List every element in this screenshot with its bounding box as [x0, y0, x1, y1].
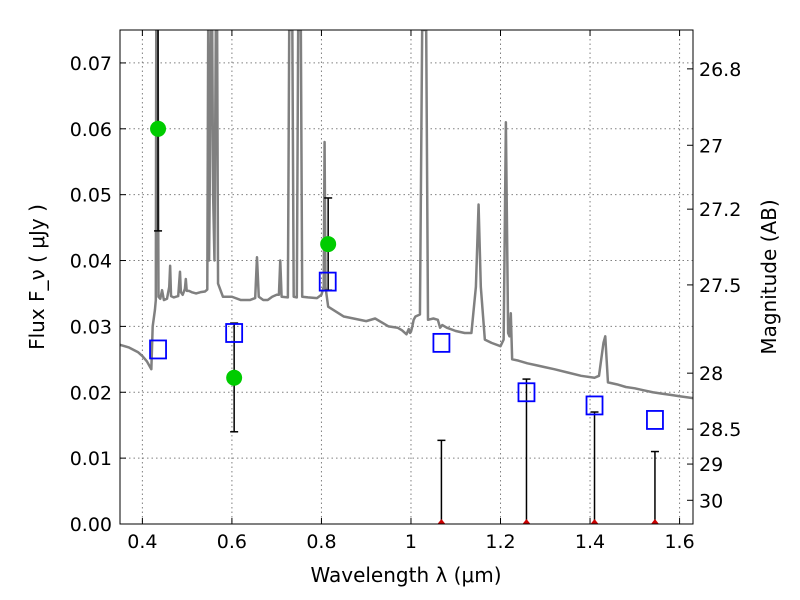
plot-area: [120, 30, 693, 400]
y-right-axis-label: Magnitude (AB): [757, 199, 781, 354]
model-flux-square: [318, 271, 337, 292]
plot-frame: [119, 29, 694, 525]
y-axis-label: Flux F_ν ( μJy ): [25, 204, 49, 350]
right-tick-label: 27.2: [699, 199, 741, 221]
observed-flux-point: [226, 369, 243, 386]
model-flux-square: [149, 339, 167, 360]
model-flux-square: [225, 323, 244, 343]
y-tick-label: 0.02: [70, 382, 112, 404]
model-flux-square: [517, 382, 536, 403]
observed-flux-point: [150, 120, 167, 137]
y-tick-label: 0.04: [70, 251, 112, 273]
x-tick-label: 1: [405, 531, 417, 553]
right-tick-label: 28.5: [699, 419, 741, 441]
observed-flux-point: [320, 236, 337, 253]
x-tick-label: 0.8: [306, 531, 336, 553]
right-tick-label: 28: [699, 363, 723, 385]
upper-limit-marker: [522, 519, 531, 524]
model-flux-square: [646, 410, 664, 430]
right-tick-label: 29: [699, 454, 723, 476]
right-tick-label: 27: [699, 135, 723, 157]
x-tick-label: 0.6: [217, 531, 247, 553]
right-tick-label: 30: [699, 490, 723, 512]
y-tick-label: 0.05: [70, 185, 112, 207]
y-tick-label: 0.03: [70, 316, 112, 338]
upper-limit-marker: [590, 519, 599, 524]
y-tick-label: 0.01: [70, 448, 112, 470]
right-tick-label: 27.5: [699, 275, 741, 297]
model-spectrum-line: [120, 30, 693, 400]
x-axis-label: Wavelength λ (μm): [310, 563, 501, 587]
y-tick-label: 0.07: [70, 53, 112, 75]
model-flux-square: [585, 395, 604, 416]
x-tick-label: 0.4: [127, 531, 157, 553]
upper-limit-marker: [437, 519, 446, 524]
ticks: 0.4 0.6 0.8 1 1.2 1.4 1.6 0.00 0.01 0.02 0.03 0.04 0…: [70, 30, 741, 553]
y-tick-label: 0.00: [70, 514, 112, 536]
markers: [149, 30, 664, 524]
upper-limit-marker: [650, 519, 659, 524]
x-tick-label: 1.6: [664, 531, 694, 553]
model-flux-square: [432, 332, 451, 353]
right-tick-label: 26.8: [699, 59, 741, 81]
y-tick-label: 0.06: [70, 119, 112, 141]
x-tick-label: 1.2: [485, 531, 515, 553]
grid-lines: [120, 30, 693, 525]
x-tick-label: 1.4: [575, 531, 605, 553]
